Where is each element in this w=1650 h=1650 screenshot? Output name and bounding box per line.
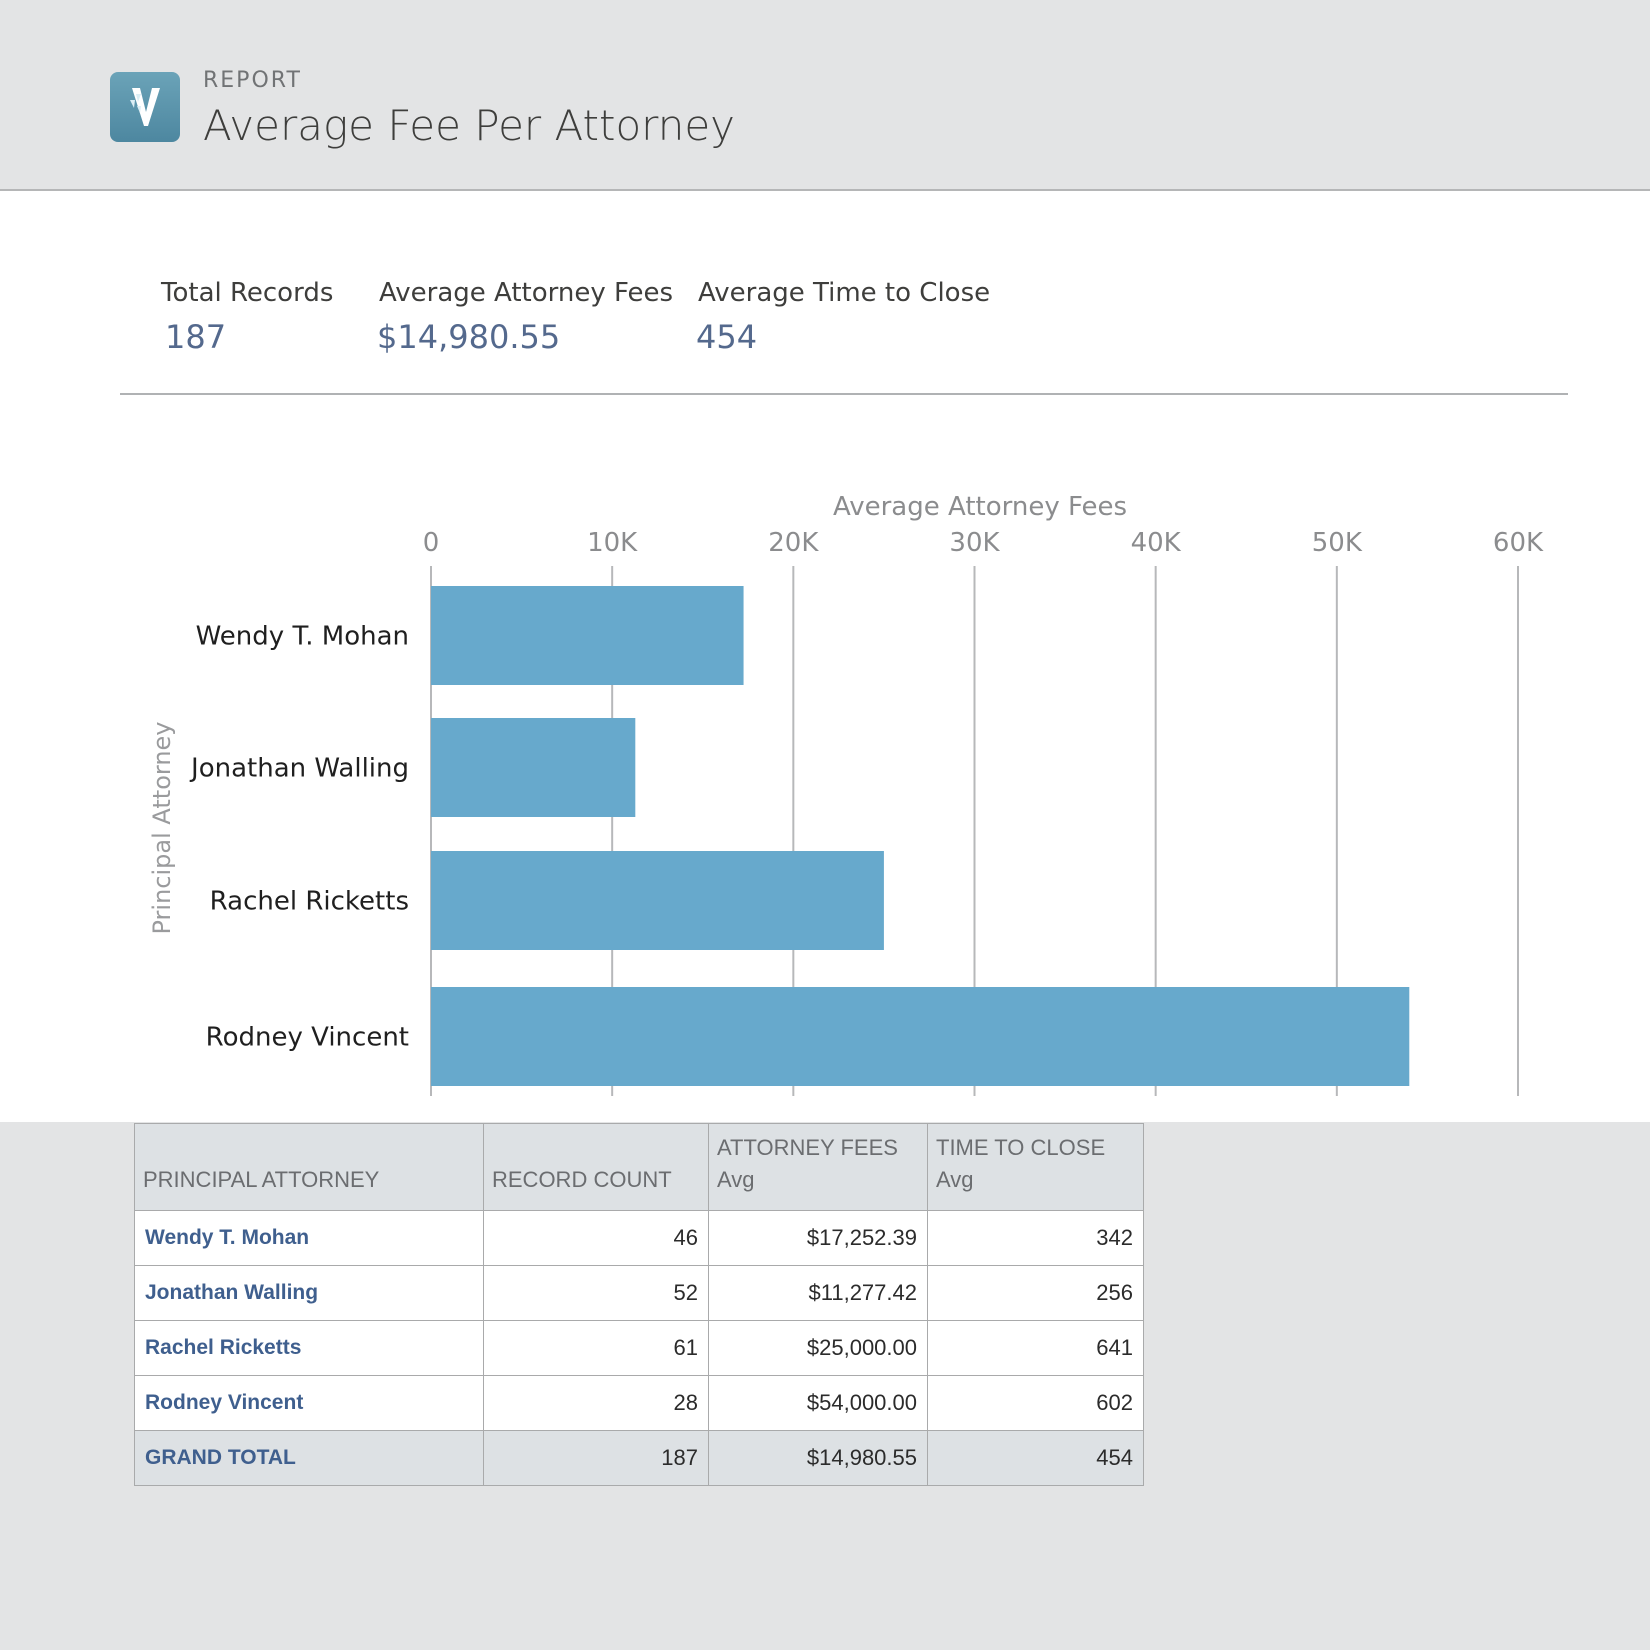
column-header[interactable]: RECORD COUNT	[483, 1123, 709, 1211]
column-header[interactable]: PRINCIPAL ATTORNEY	[134, 1123, 484, 1211]
time-to-close-cell: 256	[927, 1265, 1144, 1321]
column-header-label: RECORD COUNT	[492, 1167, 672, 1193]
x-tick-label: 10K	[587, 528, 638, 558]
x-tick-label: 60K	[1493, 528, 1544, 558]
x-tick-label: 30K	[949, 528, 1000, 558]
table-row: Jonathan Walling 52 $11,277.42 256	[134, 1265, 1144, 1321]
report-header: REPORT Average Fee Per Attorney	[0, 0, 1650, 191]
attorney-fees-cell: $17,252.39	[708, 1210, 928, 1266]
report-app-icon	[110, 72, 180, 142]
kpi-average-attorney-fees: Average Attorney Fees $14,980.55	[377, 278, 674, 356]
report-body: Total Records 187 Average Attorney Fees …	[0, 191, 1650, 1122]
time-to-close-cell: 454	[927, 1430, 1144, 1486]
table-row: Rodney Vincent 28 $54,000.00 602	[134, 1375, 1144, 1431]
y-category-label: Wendy T. Mohan	[196, 622, 409, 652]
kpi-value: 454	[696, 318, 758, 356]
attorney-link[interactable]: Rachel Ricketts	[134, 1320, 484, 1376]
bar-chart: Average Attorney Fees Principal Attorney…	[148, 492, 1544, 1096]
table-header-row: PRINCIPAL ATTORNEY RECORD COUNT ATTORNEY…	[134, 1123, 1144, 1211]
column-header-sub: Avg	[936, 1167, 974, 1193]
x-tick-label: 20K	[768, 528, 819, 558]
y-category-label: Jonathan Walling	[189, 754, 409, 784]
kpi-label: Total Records	[161, 278, 334, 308]
attorney-link[interactable]: Rodney Vincent	[134, 1375, 484, 1431]
bar[interactable]	[431, 586, 744, 685]
chart-axis-title: Average Attorney Fees	[833, 492, 1127, 522]
page-title: Average Fee Per Attorney	[203, 101, 736, 150]
header-kicker: REPORT	[203, 68, 302, 93]
attorney-fees-cell: $54,000.00	[708, 1375, 928, 1431]
kpi-average-time-to-close: Average Time to Close 454	[696, 278, 991, 356]
kpi-label: Average Time to Close	[698, 278, 991, 308]
time-to-close-cell: 641	[927, 1320, 1144, 1376]
table-row: Wendy T. Mohan 46 $17,252.39 342	[134, 1210, 1144, 1266]
table-row: Rachel Ricketts 61 $25,000.00 641	[134, 1320, 1144, 1376]
section-divider	[120, 393, 1568, 395]
summary-table: PRINCIPAL ATTORNEY RECORD COUNT ATTORNEY…	[134, 1123, 1144, 1486]
bar[interactable]	[431, 851, 884, 950]
bar[interactable]	[431, 987, 1410, 1086]
x-tick-label: 0	[423, 528, 440, 558]
column-header[interactable]: ATTORNEY FEES Avg	[708, 1123, 928, 1211]
column-header-label: ATTORNEY FEES	[717, 1135, 898, 1161]
y-category-label: Rachel Ricketts	[210, 887, 409, 917]
record-count-cell: 52	[483, 1265, 709, 1321]
attorney-link[interactable]: Wendy T. Mohan	[134, 1210, 484, 1266]
attorney-fees-cell: $11,277.42	[708, 1265, 928, 1321]
attorney-fees-cell: $14,980.55	[708, 1430, 928, 1486]
kpi-label: Average Attorney Fees	[379, 278, 674, 308]
record-count-cell: 28	[483, 1375, 709, 1431]
logo-mark-icon	[130, 88, 160, 126]
record-count-cell: 46	[483, 1210, 709, 1266]
grand-total-label[interactable]: GRAND TOTAL	[134, 1430, 484, 1486]
kpi-value: 187	[165, 318, 227, 356]
time-to-close-cell: 342	[927, 1210, 1144, 1266]
column-header-label: PRINCIPAL ATTORNEY	[143, 1167, 380, 1193]
record-count-cell: 61	[483, 1320, 709, 1376]
column-header[interactable]: TIME TO CLOSE Avg	[927, 1123, 1144, 1211]
kpi-total-records: Total Records 187	[161, 278, 333, 356]
record-count-cell: 187	[483, 1430, 709, 1486]
grand-total-row: GRAND TOTAL 187 $14,980.55 454	[134, 1430, 1144, 1486]
x-tick-label: 40K	[1131, 528, 1182, 558]
column-header-label: TIME TO CLOSE	[936, 1135, 1106, 1161]
y-category-label: Rodney Vincent	[206, 1023, 409, 1053]
chart-y-axis-title: Principal Attorney	[148, 721, 176, 934]
time-to-close-cell: 602	[927, 1375, 1144, 1431]
x-tick-label: 50K	[1312, 528, 1363, 558]
attorney-fees-cell: $25,000.00	[708, 1320, 928, 1376]
column-header-sub: Avg	[717, 1167, 755, 1193]
bar[interactable]	[431, 718, 636, 817]
kpi-value: $14,980.55	[377, 318, 561, 356]
attorney-link[interactable]: Jonathan Walling	[134, 1265, 484, 1321]
summary-table-container: PRINCIPAL ATTORNEY RECORD COUNT ATTORNEY…	[134, 1123, 1144, 1486]
